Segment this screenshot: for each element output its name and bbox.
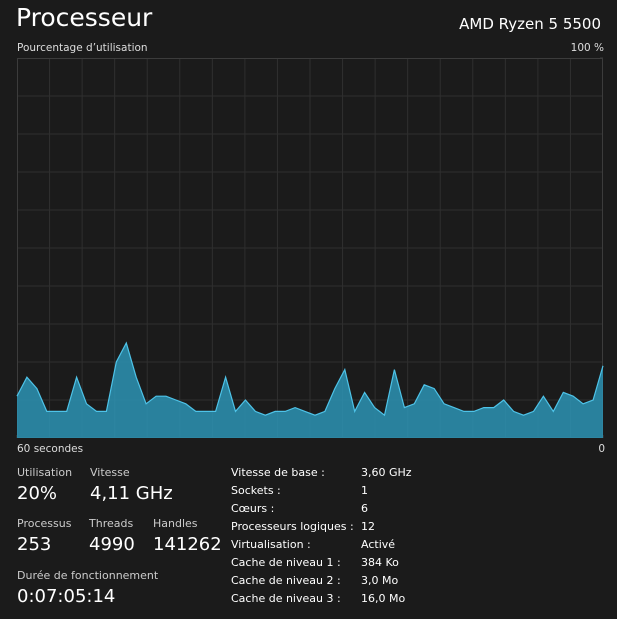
y-tick-label: 100 % [570, 42, 604, 54]
detail-label: Cœurs : [231, 502, 275, 515]
stat-label: Processus [17, 517, 72, 530]
x-tick-label: 0 [598, 443, 605, 455]
stat-value: 4990 [89, 534, 135, 555]
detail-value: Activé [361, 538, 396, 551]
detail-value: 12 [361, 520, 375, 533]
stat-label: Handles [153, 517, 198, 530]
detail-label: Cache de niveau 2 : [231, 574, 341, 587]
detail-label: Cache de niveau 3 : [231, 592, 341, 605]
x-tick-label: 60 secondes [17, 443, 84, 455]
detail-label: Processeurs logiques : [231, 520, 354, 533]
cpu-name: AMD Ryzen 5 5500 [459, 15, 601, 33]
detail-value: 6 [361, 502, 368, 515]
detail-value: 384 Ko [361, 556, 399, 569]
stat-label: Durée de fonctionnement [17, 569, 159, 582]
detail-value: 1 [361, 484, 368, 497]
stat-label: Threads [89, 517, 134, 530]
usage-line [16, 341, 604, 417]
stat-value: 4,11 GHz [90, 483, 173, 504]
detail-label: Sockets : [231, 484, 281, 497]
detail-label: Vitesse de base : [231, 466, 325, 479]
page-title: Processeur [16, 3, 153, 32]
stat-value: 141262 [153, 534, 222, 555]
stat-value: 253 [17, 534, 52, 555]
detail-value: 3,60 GHz [361, 466, 412, 479]
detail-label: Virtualisation : [231, 538, 311, 551]
detail-label: Cache de niveau 1 : [231, 556, 341, 569]
detail-value: 16,0 Mo [361, 592, 406, 605]
stat-label: Utilisation [17, 466, 73, 479]
stat-value: 0:07:05:14 [17, 586, 116, 607]
stat-value: 20% [17, 483, 58, 504]
usage-area [17, 343, 603, 438]
stat-label: Vitesse [90, 466, 130, 479]
y-axis-label: Pourcentage d’utilisation [17, 42, 148, 54]
detail-value: 3,0 Mo [361, 574, 399, 587]
